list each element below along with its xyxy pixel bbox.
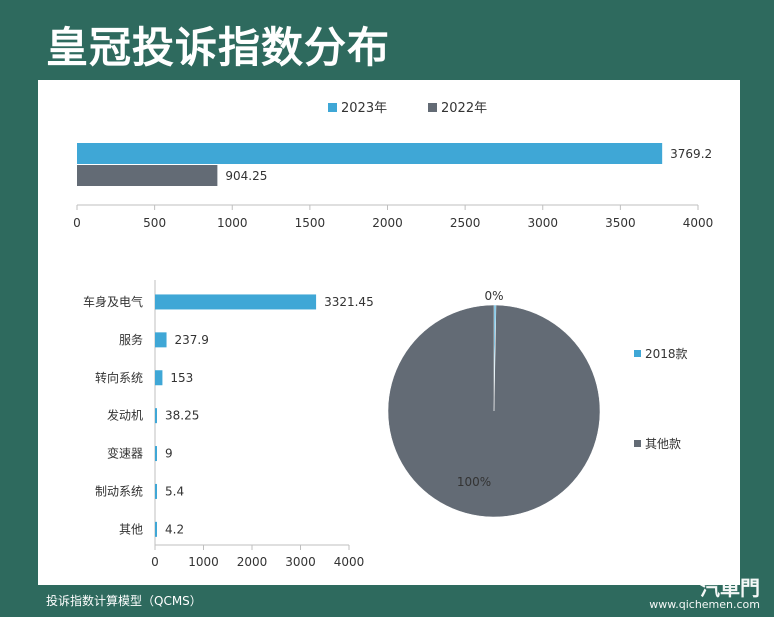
category-bar-5	[155, 483, 157, 499]
charts-svg: 2023年 2022年 0 500 1000 1500 2000 2500 3000 3500 40…	[73, 101, 714, 569]
category-bar-6	[155, 521, 157, 537]
pie-slice-1	[387, 304, 601, 518]
legend-label-0: 2023年	[341, 101, 387, 116]
chart-panel: 2023年 2022年 0 500 1000 1500 2000 2500 3000 3500 40…	[38, 80, 740, 585]
pie-legend-label-0: 2018款	[645, 347, 688, 361]
x-tick-label-2-0: 0	[151, 555, 159, 569]
x-tick-label-2-4: 4000	[334, 555, 365, 569]
x-tick-label-1-5: 2500	[450, 216, 481, 230]
legend-label-1: 2022年	[441, 101, 487, 116]
pie-label-0: 0%	[484, 289, 503, 303]
x-tick-label-1-4: 2000	[372, 216, 403, 230]
category-bar-label-6: 4.2	[165, 522, 184, 536]
page-title: 皇冠投诉指数分布	[46, 23, 391, 72]
category-bar-label-3: 38.25	[165, 409, 199, 423]
pie-legend-swatch-1	[634, 440, 641, 447]
header-band: 皇冠投诉指数分布	[0, 0, 774, 80]
x-tick-label-2-1: 1000	[188, 555, 219, 569]
pie-legend-swatch-0	[634, 350, 641, 357]
category-bar-0	[155, 294, 317, 310]
category-label-1: 服务	[119, 332, 143, 347]
bar-label-0: 3769.2	[670, 147, 712, 161]
x-tick-label-1-0: 0	[73, 216, 81, 230]
bar-0	[77, 143, 663, 164]
category-label-4: 变速器	[107, 446, 143, 461]
category-bar-label-4: 9	[165, 447, 173, 461]
category-bar-label-1: 237.9	[175, 333, 209, 347]
category-label-0: 车身及电气	[83, 294, 143, 309]
bar-1	[77, 165, 218, 186]
x-tick-label-2-2: 2000	[237, 555, 268, 569]
x-tick-label-1-2: 1000	[217, 216, 248, 230]
category-bar-label-2: 153	[170, 371, 193, 385]
x-tick-label-1-1: 500	[143, 216, 166, 230]
watermark: 汽車門 www.qichemen.com	[649, 578, 760, 611]
pie-legend-label-1: 其他款	[645, 437, 681, 451]
watermark-logo: 汽車門	[700, 576, 760, 600]
bar-label-1: 904.25	[225, 169, 267, 183]
category-bar-3	[155, 408, 157, 424]
x-tick-label-1-3: 1500	[295, 216, 326, 230]
category-bar-label-0: 3321.45	[324, 295, 374, 309]
footer-note: 投诉指数计算模型（QCMS）	[46, 594, 202, 608]
x-tick-label-1-7: 3500	[605, 216, 636, 230]
x-tick-label-1-6: 3000	[527, 216, 558, 230]
category-bar-label-5: 5.4	[165, 484, 184, 498]
category-label-5: 制动系统	[95, 484, 143, 498]
legend-swatch-0	[328, 103, 337, 112]
category-bar-4	[155, 446, 157, 462]
x-tick-label-2-3: 3000	[285, 555, 316, 569]
category-label-2: 转向系统	[95, 370, 143, 385]
category-bar-1	[155, 332, 167, 348]
pie-label-1: 100%	[457, 475, 491, 489]
category-bar-2	[155, 370, 163, 386]
category-label-3: 发动机	[107, 408, 143, 423]
category-label-6: 其他	[119, 522, 143, 536]
legend-swatch-1	[428, 103, 437, 112]
watermark-url: www.qichemen.com	[649, 598, 760, 611]
x-tick-label-1-8: 4000	[683, 216, 714, 230]
